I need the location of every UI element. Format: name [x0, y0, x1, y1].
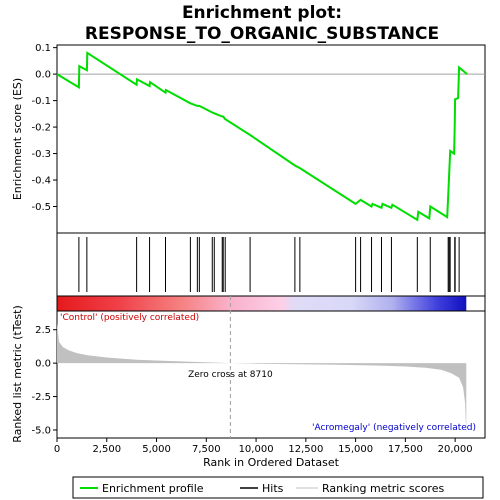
legend-profile-label: Enrichment profile: [102, 482, 204, 495]
es-tick-label: -0.3: [31, 149, 51, 160]
x-tick-label: 20,000: [438, 444, 473, 455]
es-tick-label: 0.1: [35, 43, 51, 54]
legend-hits-label: Hits: [262, 482, 284, 495]
metric-axis-title: Ranked list metric (tTest): [11, 305, 24, 442]
es-tick-label: -0.2: [31, 123, 51, 134]
es-tick-label: -0.1: [31, 96, 51, 107]
chart-title-line-1: Enrichment plot:: [182, 3, 342, 23]
x-tick-label: 0: [54, 444, 60, 455]
es-tick-label: 0.0: [35, 70, 51, 81]
hits-panel: [56, 232, 486, 297]
chart-title-line-2: RESPONSE_TO_ORGANIC_SUBSTANCE: [85, 24, 439, 44]
es-axis-title: Enrichment score (ES): [11, 78, 24, 200]
negative-correlation-label: 'Acromegaly' (negatively correlated): [312, 423, 476, 433]
metric-tick-label: -2.5: [31, 392, 51, 403]
positive-correlation-label: 'Control' (positively correlated): [60, 313, 199, 323]
x-axis-title: Rank in Ordered Dataset: [203, 456, 340, 469]
x-tick-label: 17,500: [388, 444, 423, 455]
hits-panel-frame: [56, 232, 486, 297]
es-tick-label: -0.5: [31, 202, 51, 213]
rank-heatmap-bar: [57, 296, 467, 311]
zero-cross-label: Zero cross at 8710: [188, 370, 273, 380]
legend: Enrichment profile Hits Ranking metric s…: [72, 476, 484, 499]
x-tick-label: 12,500: [288, 444, 323, 455]
x-tick-label: 2,500: [92, 444, 121, 455]
es-panel-frame: [56, 44, 486, 234]
metric-panel-frame: [56, 310, 486, 439]
legend-metric-label: Ranking metric scores: [322, 482, 444, 495]
metric-tick-label: 0.0: [35, 359, 51, 370]
enrichment-profile-line: [56, 51, 468, 222]
es-tick-label: -0.4: [31, 176, 51, 187]
metric-panel: 2.5 0.0 -2.5 -5.0 'Control' (positively cor…: [31, 296, 486, 439]
metric-tick-label: -5.0: [31, 425, 51, 436]
x-tick-label: 7,500: [192, 444, 221, 455]
x-tick-label: 15,000: [338, 444, 373, 455]
metric-tick-label: 2.5: [35, 325, 51, 336]
es-panel: 0.1 0.0 -0.1 -0.2 -0.3 -0.4 -0.5: [31, 43, 486, 234]
x-tick-label: 5,000: [142, 444, 171, 455]
x-tick-label: 10,000: [239, 444, 274, 455]
legend-frame: [72, 476, 484, 499]
